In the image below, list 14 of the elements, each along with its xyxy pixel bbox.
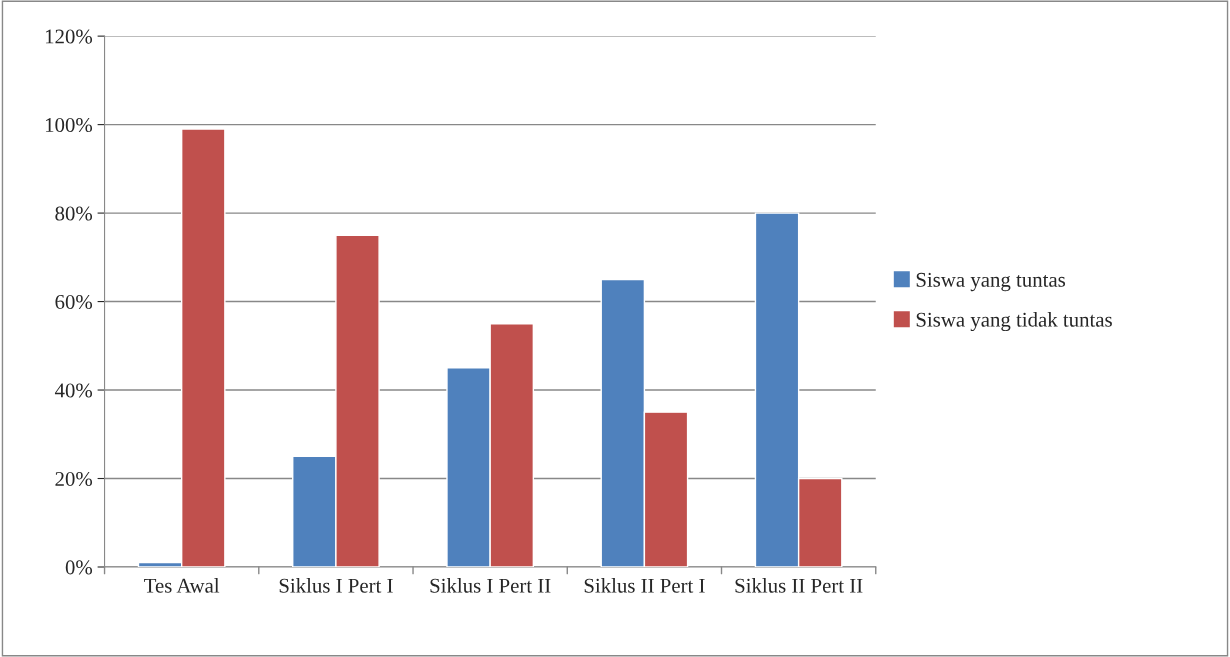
x-tick-label: Tes Awal xyxy=(144,578,220,593)
y-tick-label: 0% xyxy=(65,560,93,575)
legend-label: Siswa yang tidak tuntas xyxy=(916,312,1112,332)
y-tick-label: 60% xyxy=(55,294,93,310)
x-tick-label: Siklus II Pert II xyxy=(735,578,863,593)
y-tick-label: 80% xyxy=(55,206,93,221)
x-tick-label: Siklus I Pert II xyxy=(430,578,551,593)
y-tick-label: 100% xyxy=(45,117,93,133)
y-tick-label: 40% xyxy=(54,383,93,398)
y-tick-label: 20% xyxy=(55,471,93,487)
legend-label: Siswa yang tuntas xyxy=(916,272,1066,292)
x-tick-label: Siklus II Pert I xyxy=(584,578,705,593)
x-tick-label: Siklus I Pert I xyxy=(279,578,393,593)
y-tick-label: 120% xyxy=(45,29,93,44)
